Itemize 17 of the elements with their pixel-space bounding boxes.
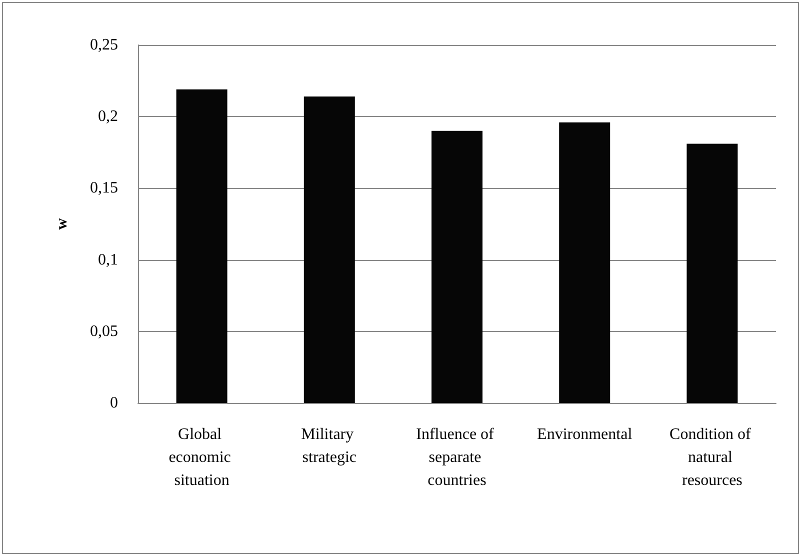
bar xyxy=(176,89,228,403)
x-tick-label: Military strategic xyxy=(301,426,358,466)
bar xyxy=(304,96,355,403)
bar xyxy=(686,144,738,403)
y-tick-label: 0,25 xyxy=(90,36,118,54)
y-tick-label: 0,2 xyxy=(98,108,118,126)
x-tick-label: Influence of separate countries xyxy=(416,426,498,489)
y-tick-label: 0,15 xyxy=(90,180,118,197)
bar xyxy=(432,130,482,403)
x-tick-label: Global economic situation xyxy=(168,426,235,489)
y-axis-title: w xyxy=(54,218,70,230)
x-tick-label: Environmental xyxy=(537,426,633,443)
x-tick-label: Condition of natural resources xyxy=(670,426,755,489)
y-tick-label: 0,1 xyxy=(98,251,118,268)
bar xyxy=(559,122,610,403)
y-tick-label: 0,05 xyxy=(90,322,118,340)
y-tick-label: 0 xyxy=(110,394,118,412)
